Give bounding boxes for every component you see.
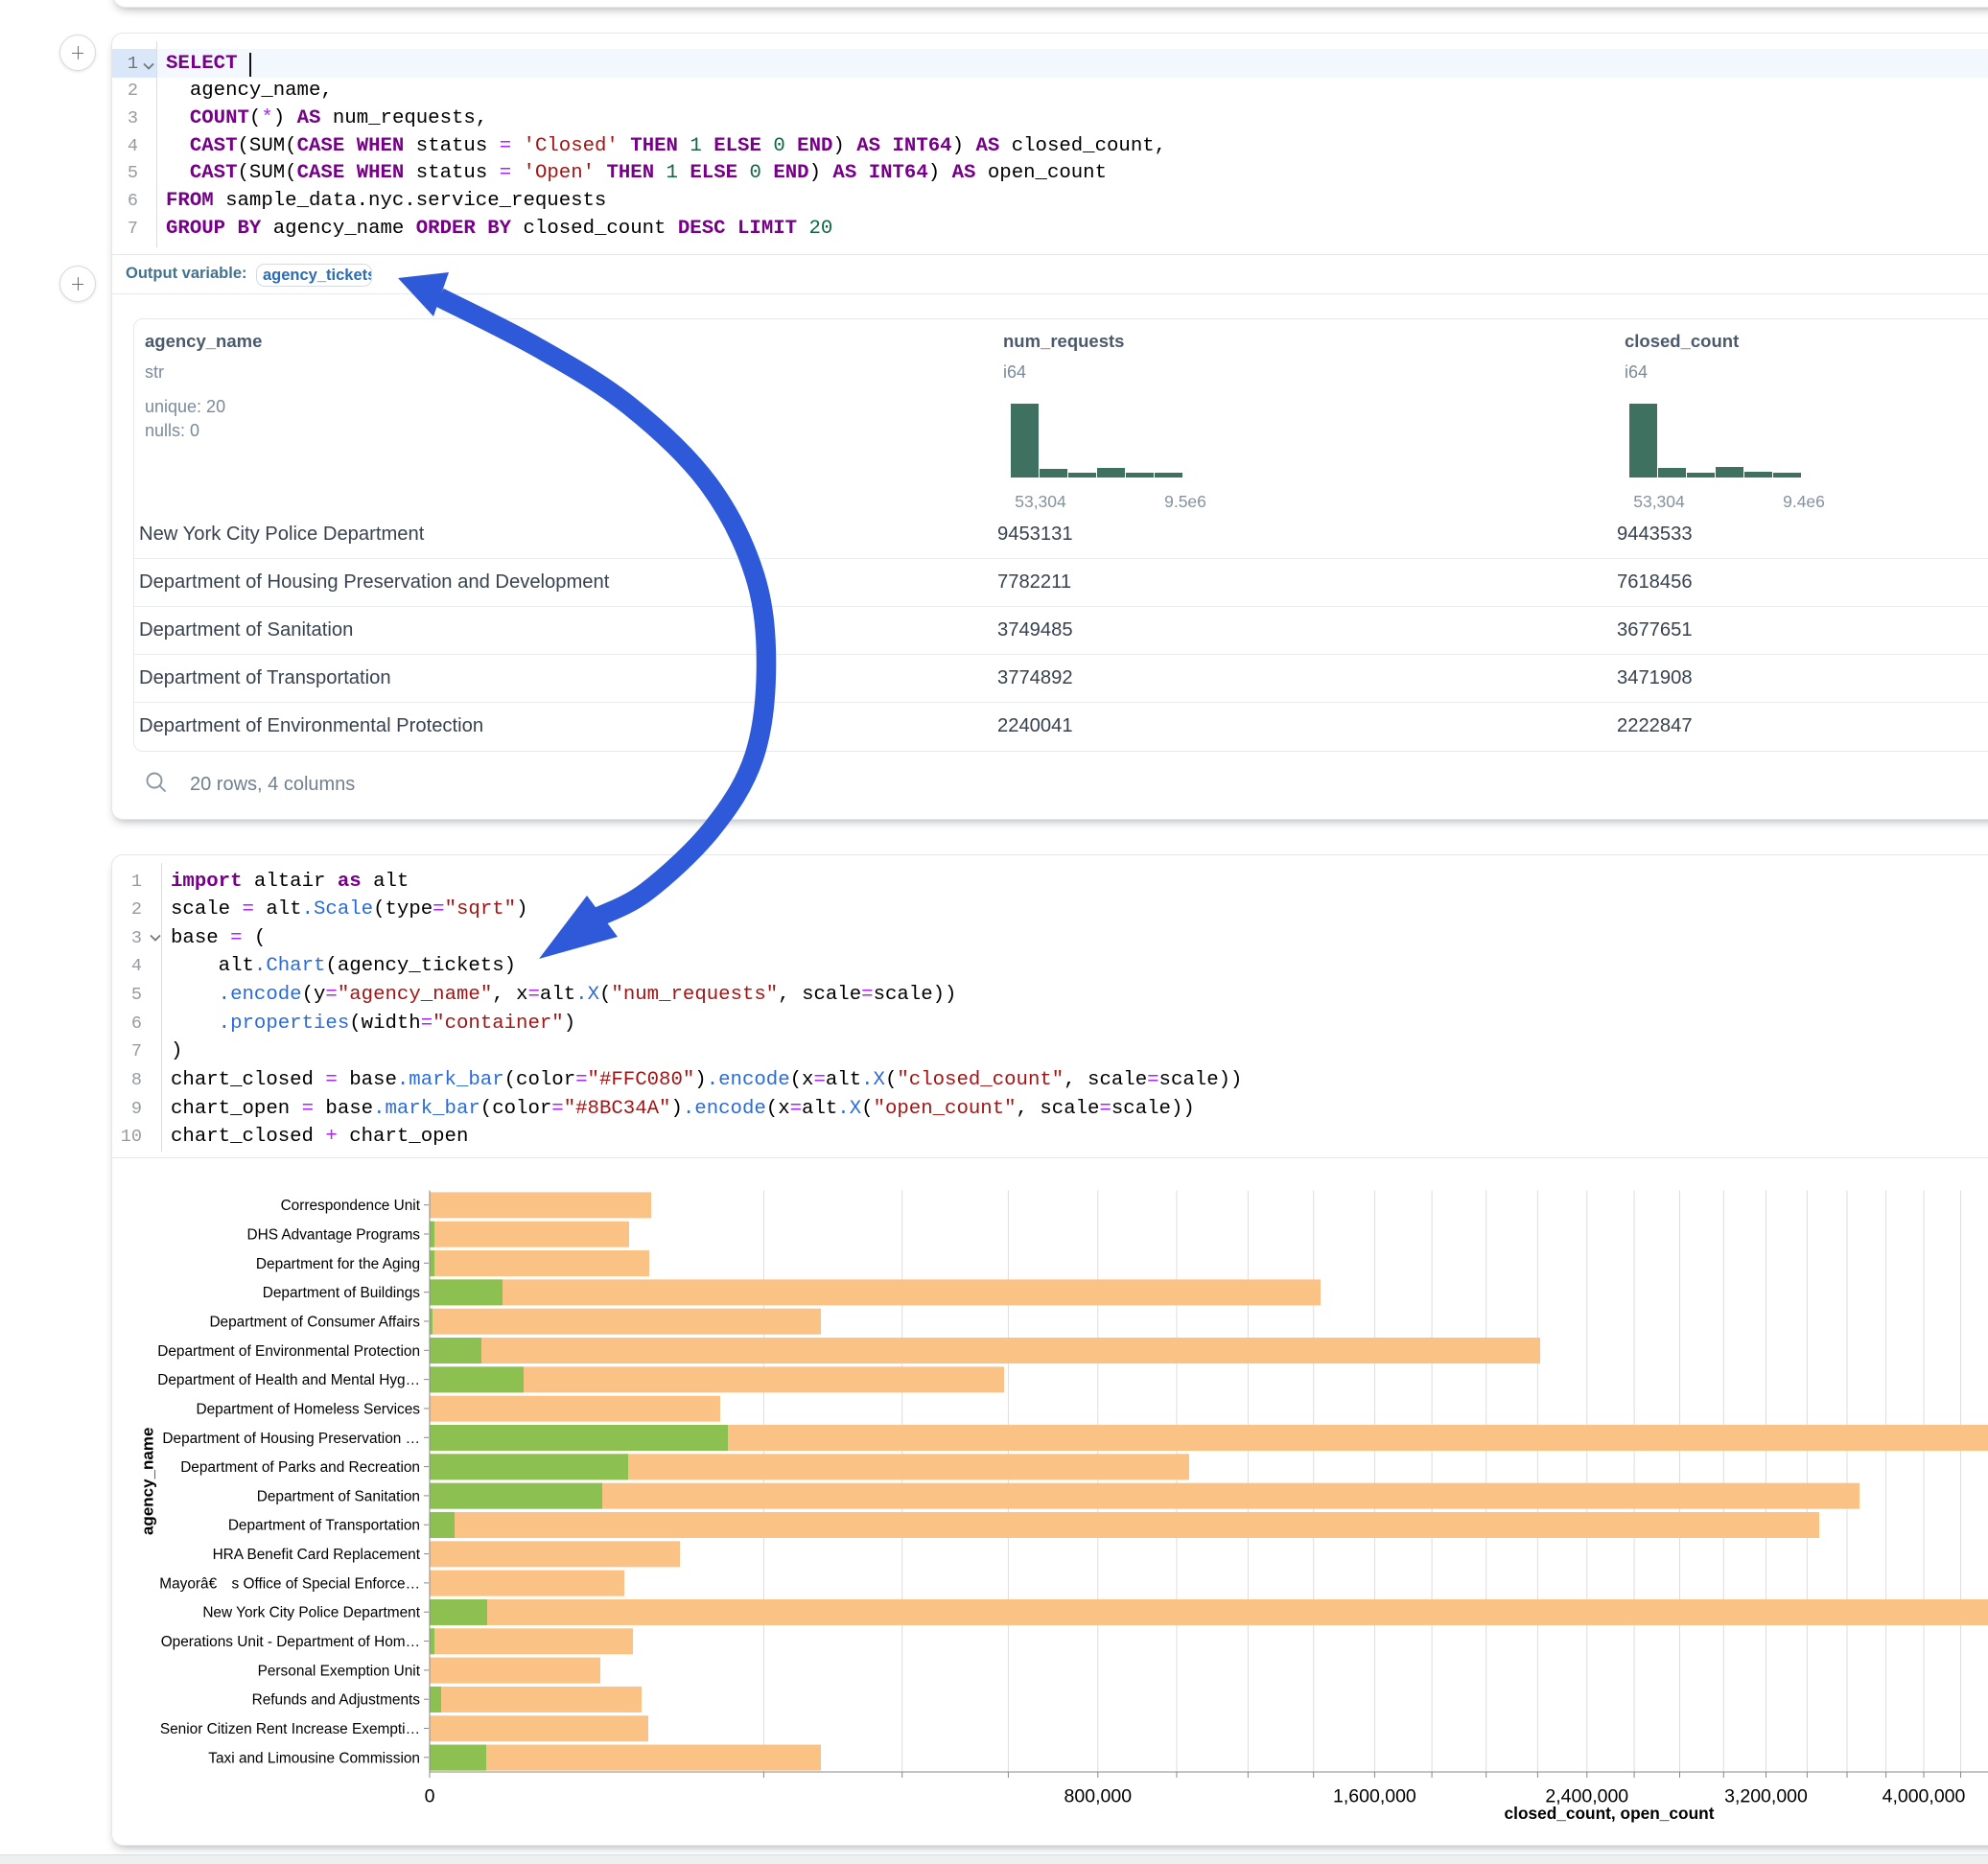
svg-text:0: 0 xyxy=(425,1786,435,1807)
svg-text:Mayorâ€ s Office of Special En: Mayorâ€ s Office of Special Enforce… xyxy=(159,1575,420,1592)
svg-text:Taxi and Limousine Commission: Taxi and Limousine Commission xyxy=(208,1750,420,1766)
svg-text:Refunds and Adjustments: Refunds and Adjustments xyxy=(252,1692,421,1709)
svg-text:agency_name: agency_name xyxy=(139,1428,157,1535)
svg-text:Operations Unit - Department o: Operations Unit - Department of Hom… xyxy=(161,1634,420,1650)
svg-text:Department of Health and Menta: Department of Health and Mental Hyg… xyxy=(157,1372,420,1388)
svg-text:closed_count, open_count: closed_count, open_count xyxy=(1505,1804,1715,1823)
svg-text:DHS Advantage Programs: DHS Advantage Programs xyxy=(246,1226,420,1243)
svg-text:Department of Buildings: Department of Buildings xyxy=(263,1285,421,1301)
svg-text:Department of Transportation: Department of Transportation xyxy=(228,1518,420,1534)
svg-text:2,400,000: 2,400,000 xyxy=(1545,1786,1628,1807)
svg-text:Department of Housing Preserva: Department of Housing Preservation … xyxy=(162,1431,420,1447)
svg-text:Department for the Aging: Department for the Aging xyxy=(256,1256,420,1272)
svg-text:Department of Environmental Pr: Department of Environmental Protection xyxy=(157,1343,420,1360)
svg-text:Department of Parks and Recrea: Department of Parks and Recreation xyxy=(180,1459,420,1476)
svg-text:Department of Consumer Affairs: Department of Consumer Affairs xyxy=(209,1314,420,1330)
svg-text:4,000,000: 4,000,000 xyxy=(1883,1786,1966,1807)
svg-text:1,600,000: 1,600,000 xyxy=(1333,1786,1416,1807)
svg-text:New York City Police Departmen: New York City Police Department xyxy=(202,1605,420,1621)
svg-text:3,200,000: 3,200,000 xyxy=(1724,1786,1808,1807)
svg-text:Correspondence Unit: Correspondence Unit xyxy=(281,1198,421,1214)
svg-text:Senior Citizen Rent Increase E: Senior Citizen Rent Increase Exempti… xyxy=(160,1721,420,1737)
svg-text:Department of Sanitation: Department of Sanitation xyxy=(257,1488,420,1504)
svg-text:Personal Exemption Unit: Personal Exemption Unit xyxy=(258,1663,421,1679)
svg-text:Department of Homeless Service: Department of Homeless Services xyxy=(196,1401,420,1417)
svg-text:800,000: 800,000 xyxy=(1064,1786,1133,1807)
svg-text:HRA Benefit Card Replacement: HRA Benefit Card Replacement xyxy=(213,1547,421,1563)
